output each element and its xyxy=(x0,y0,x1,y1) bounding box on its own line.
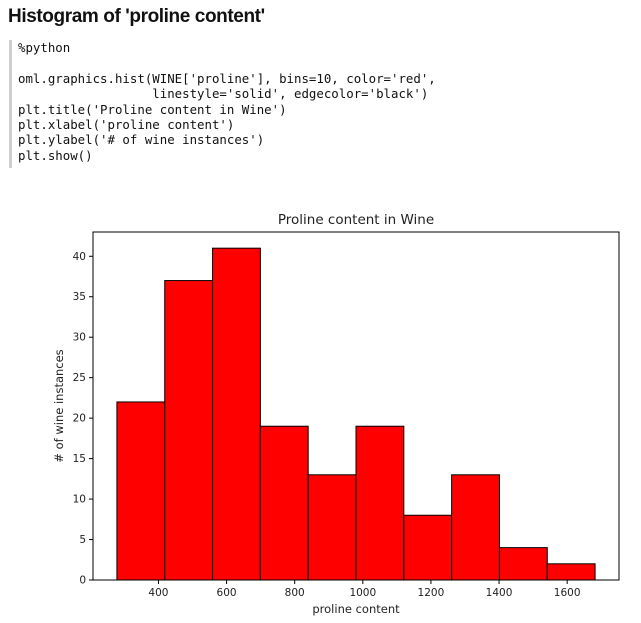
x-ticks-layer: 400 600 800 1000 1200 1400 1600 xyxy=(148,580,581,599)
x-axis-label: proline content xyxy=(312,602,400,616)
y-tick-label: 5 xyxy=(79,534,86,546)
code-cell[interactable]: %python oml.graphics.hist(WINE['proline'… xyxy=(9,40,609,168)
y-tick-label: 40 xyxy=(73,251,86,263)
plot-frame xyxy=(92,231,620,581)
code-line xyxy=(18,55,609,70)
y-tick-label: 0 xyxy=(79,575,86,587)
histogram-chart: Proline content in Wine 400 600 800 1000 120… xyxy=(0,200,641,623)
histogram-bar xyxy=(212,247,261,581)
histogram-bar xyxy=(403,514,453,581)
y-axis-label: # of wine instances xyxy=(52,349,66,462)
chart-title: Proline content in Wine xyxy=(278,212,434,228)
histogram-bar xyxy=(116,401,166,581)
histogram-bar xyxy=(307,474,357,581)
histogram-bar xyxy=(355,425,405,581)
histogram-bar xyxy=(546,563,596,581)
code-line: oml.graphics.hist(WINE['proline'], bins=… xyxy=(18,70,436,86)
y-tick-label: 20 xyxy=(73,413,86,425)
y-ticks-layer: 0 5 10 15 20 25 30 35 40 xyxy=(73,251,93,587)
code-line: plt.title('Proline content in Wine') xyxy=(18,101,287,117)
x-tick-label: 1200 xyxy=(418,587,445,599)
x-tick-label: 1400 xyxy=(486,587,513,599)
code-line: linestyle='solid', edgecolor='black') xyxy=(18,86,429,102)
y-tick-label: 30 xyxy=(73,332,86,344)
bars-layer xyxy=(116,247,596,581)
x-tick-label: 600 xyxy=(217,587,237,599)
y-tick-label: 15 xyxy=(73,453,86,465)
code-line: plt.ylabel('# of wine instances') xyxy=(18,132,265,148)
code-line: plt.xlabel('proline content') xyxy=(18,116,235,132)
x-tick-label: 1600 xyxy=(554,587,581,599)
y-tick-label: 10 xyxy=(73,494,86,506)
page-title: Histogram of 'proline content' xyxy=(8,6,265,27)
y-tick-label: 35 xyxy=(73,291,86,303)
x-tick-label: 400 xyxy=(148,587,168,599)
x-tick-label: 1000 xyxy=(349,587,376,599)
histogram-bar xyxy=(164,280,214,581)
histogram-bar xyxy=(259,425,309,581)
code-line: plt.show() xyxy=(18,147,93,163)
y-tick-label: 25 xyxy=(73,372,86,384)
x-tick-label: 800 xyxy=(285,587,305,599)
histogram-svg: Proline content in Wine 400 600 800 1000 120… xyxy=(52,212,620,616)
histogram-bar xyxy=(498,547,548,581)
code-line: %python xyxy=(18,40,71,55)
histogram-bar xyxy=(451,474,500,581)
